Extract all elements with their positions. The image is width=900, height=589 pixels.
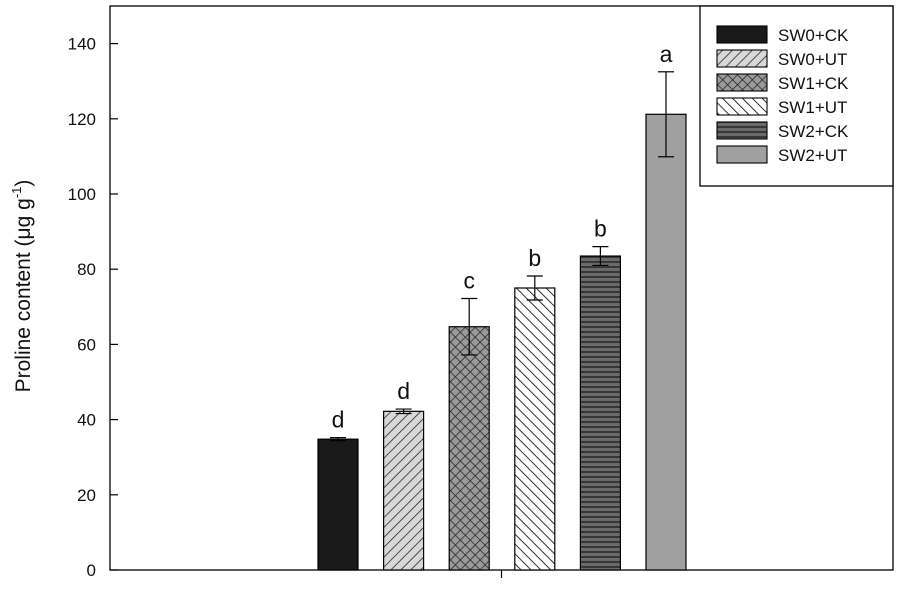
legend-label: SW1+UT bbox=[778, 98, 847, 117]
y-axis-title: Proline content (μg g-1) bbox=[9, 180, 35, 393]
legend: SW0+CK SW0+UT SW1+CK SW1+UT SW2+CK SW2+UT bbox=[699, 5, 894, 187]
legend-swatch bbox=[716, 25, 768, 44]
legend-swatch bbox=[716, 49, 768, 68]
significance-letter: d bbox=[397, 378, 410, 404]
bars-group: d d c b b a bbox=[317, 41, 687, 571]
legend-swatch bbox=[716, 73, 768, 92]
legend-swatch bbox=[716, 145, 768, 164]
y-axis-title-close: ) bbox=[12, 180, 35, 187]
bar bbox=[579, 255, 622, 571]
significance-letter: a bbox=[660, 41, 673, 67]
y-tick-label: 100 bbox=[68, 185, 96, 204]
y-axis-title-main: Proline content (μg g bbox=[12, 198, 35, 392]
y-axis-title-sup: -1 bbox=[9, 187, 24, 199]
legend-label: SW0+UT bbox=[778, 50, 847, 69]
legend-label: SW0+CK bbox=[778, 26, 849, 45]
y-tick-label: 40 bbox=[77, 411, 96, 430]
y-tick-label: 80 bbox=[77, 260, 96, 279]
significance-letter: c bbox=[463, 268, 475, 294]
legend-swatch bbox=[716, 121, 768, 140]
legend-label: SW1+CK bbox=[778, 74, 849, 93]
legend-label: SW2+CK bbox=[778, 122, 849, 141]
y-tick-label: 140 bbox=[68, 35, 96, 54]
bar bbox=[383, 410, 425, 571]
bar bbox=[317, 438, 359, 571]
y-tick-label: 20 bbox=[77, 486, 96, 505]
axes: 0 20 40 60 80 100 120 140 bbox=[68, 5, 894, 580]
y-tick-label: 60 bbox=[77, 335, 96, 354]
y-tick-label: 0 bbox=[87, 561, 96, 580]
legend-label: SW2+UT bbox=[778, 146, 847, 165]
significance-letter: b bbox=[594, 216, 607, 242]
bar bbox=[514, 287, 556, 571]
significance-letter: d bbox=[332, 407, 345, 433]
significance-letter: b bbox=[528, 245, 541, 271]
y-tick-label: 120 bbox=[68, 110, 96, 129]
bar bbox=[448, 326, 490, 571]
legend-swatch bbox=[716, 97, 768, 116]
bar bbox=[645, 113, 687, 571]
